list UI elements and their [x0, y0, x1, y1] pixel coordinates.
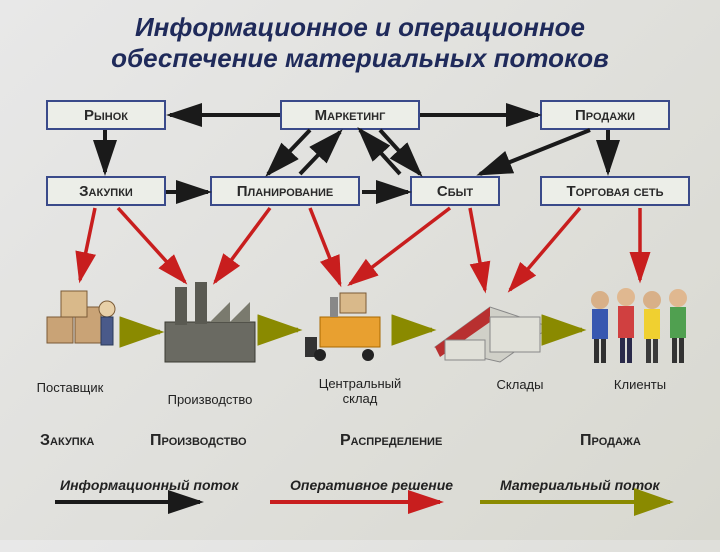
diagram-stage: Рынок Маркетинг Продажи Закупки Планиров… [0, 82, 720, 552]
label-clients: Клиенты [600, 377, 680, 392]
img-production [155, 282, 265, 367]
label-production: Производство [150, 392, 270, 407]
box-sbyt: Сбыт [410, 176, 500, 206]
label-central: Центральный склад [300, 377, 420, 406]
stage-proizvodstvo: Производство [150, 432, 247, 450]
title-line1: Информационное и операционное [135, 12, 585, 42]
box-rynok: Рынок [46, 100, 166, 130]
img-warehouses [430, 292, 555, 367]
box-torgovaya: Торговая сеть [540, 176, 690, 206]
label-warehouses: Склады [480, 377, 560, 392]
title-line2: обеспечение материальных потоков [111, 43, 609, 73]
img-clients [580, 282, 700, 367]
title: Информационное и операционное обеспечени… [0, 0, 720, 82]
stage-prodazha: Продажа [580, 432, 641, 450]
stage-raspredelenie: Распределение [340, 432, 442, 450]
img-supplier [40, 282, 130, 362]
img-central [300, 287, 400, 362]
legend-info: Информационный поток [60, 477, 238, 493]
box-marketing: Маркетинг [280, 100, 420, 130]
stage-zakupka: Закупка [40, 432, 94, 450]
legend-material: Материальный поток [500, 477, 660, 493]
legend-oper: Оперативное решение [290, 477, 453, 493]
box-planirovanie: Планирование [210, 176, 360, 206]
label-supplier: Поставщик [20, 380, 120, 395]
box-zakupki: Закупки [46, 176, 166, 206]
box-prodazhi: Продажи [540, 100, 670, 130]
